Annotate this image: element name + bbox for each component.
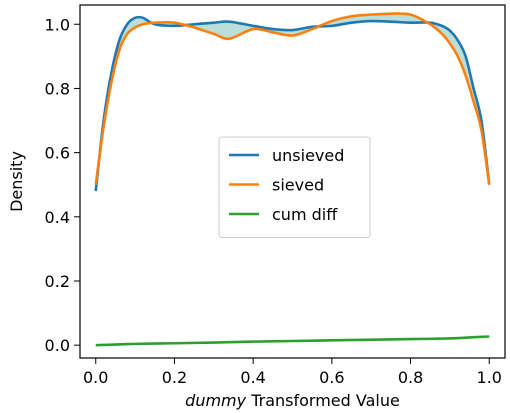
series-line-unsieved [94,15,491,192]
y-tick-label: 0.8 [45,79,70,98]
x-axis-label: dummy Transformed Value [185,391,400,410]
x-axis-label-text: Transformed Value [246,391,400,410]
x-tick-label: 0.0 [83,368,108,387]
x-tick-label: 1.0 [477,368,502,387]
y-tick-label: 0.0 [45,336,70,355]
x-axis-ticks: 0.0 0.2 0.4 0.6 0.8 1.0 [83,358,502,387]
x-tick-label: 0.8 [398,368,423,387]
legend-label-unsieved: unsieved [272,146,344,165]
x-tick-label: 0.6 [319,368,344,387]
y-axis-ticks: 0.0 0.2 0.4 0.6 0.8 1.0 [45,15,80,355]
y-tick-label: 0.4 [45,208,70,227]
legend-label-cum-diff: cum diff [272,205,338,224]
y-tick-label: 1.0 [45,15,70,34]
series-line-cum-diff [95,335,490,347]
y-axis-label: Density [7,151,26,212]
legend-box [218,136,371,238]
series-lines [94,12,491,347]
y-tick-label: 0.6 [45,144,70,163]
x-axis-label-emphasis: dummy [185,391,246,410]
series-line-sieved [94,12,491,185]
x-tick-label: 0.2 [162,368,187,387]
legend: unsieved sieved cum diff [218,136,371,238]
plot-frame [79,4,506,359]
legend-label-sieved: sieved [272,176,324,195]
y-tick-label: 0.2 [45,272,70,291]
x-tick-label: 0.4 [240,368,265,387]
